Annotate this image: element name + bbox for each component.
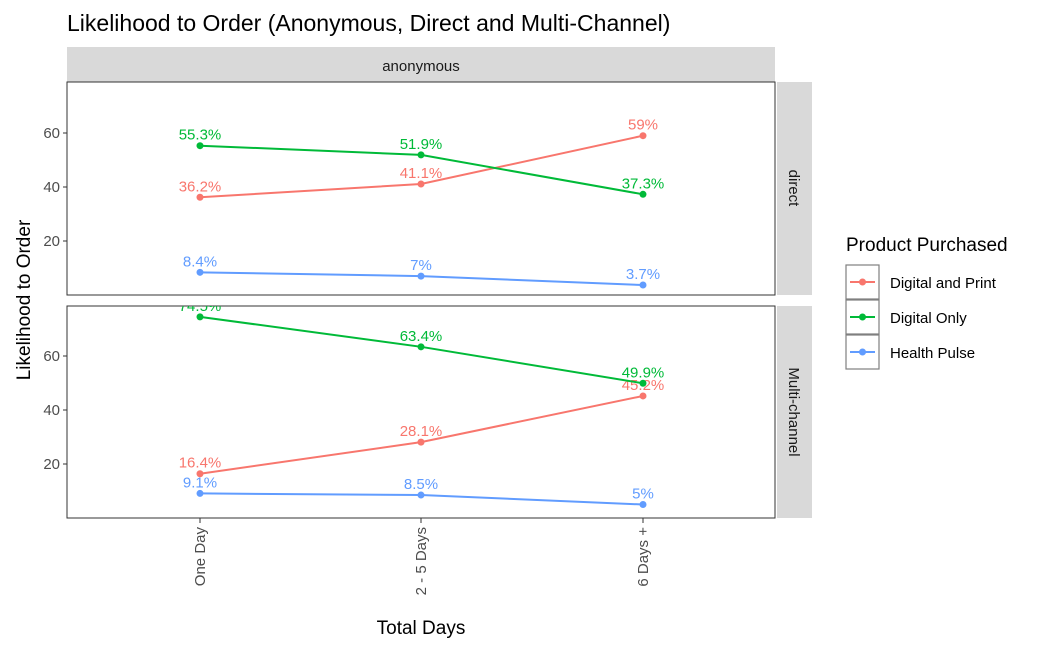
data-label-digital-only: 37.3% xyxy=(622,175,665,192)
legend: Product Purchased Digital and PrintDigit… xyxy=(846,235,1008,369)
data-label-health-pulse: 8.4% xyxy=(183,253,217,270)
data-label-digital-only: 74.5% xyxy=(179,298,222,315)
y-tick-label: 20 xyxy=(43,233,60,250)
y-axis-direct: 60 40 20 xyxy=(43,125,67,250)
data-label-health-pulse: 9.1% xyxy=(183,474,217,491)
legend-key-point-digital-only xyxy=(859,314,866,321)
x-tick-label: 6 Days + xyxy=(635,527,652,587)
x-axis: One Day 2 - 5 Days 6 Days + xyxy=(192,518,652,595)
x-tick-label: One Day xyxy=(192,527,209,587)
legend-label-health-pulse: Health Pulse xyxy=(890,345,975,362)
data-label-digital-and-print: 41.1% xyxy=(400,165,443,182)
data-label-digital-and-print: 36.2% xyxy=(179,178,222,195)
y-tick-label: 60 xyxy=(43,125,60,142)
data-label-digital-and-print: 59% xyxy=(628,117,658,134)
legend-label-digital-and-print: Digital and Print xyxy=(890,275,997,292)
data-label-digital-and-print: 28.1% xyxy=(400,423,443,440)
facet-label-direct: direct xyxy=(785,170,802,208)
chart-title: Likelihood to Order (Anonymous, Direct a… xyxy=(67,10,670,36)
legend-label-digital-only: Digital Only xyxy=(890,310,967,327)
data-label-digital-only: 49.9% xyxy=(622,364,665,381)
legend-key-point-digital-and-print xyxy=(859,279,866,286)
legend-keys: Digital and Print Digital Only Health Puls… xyxy=(846,265,997,369)
y-tick-label: 40 xyxy=(43,402,60,419)
legend-key-point-health-pulse xyxy=(859,349,866,356)
data-label-digital-only: 55.3% xyxy=(179,127,222,144)
y-tick-label: 20 xyxy=(43,456,60,473)
data-label-health-pulse: 7% xyxy=(410,257,432,274)
facet-label-multichannel: Multi-channel xyxy=(785,367,802,456)
x-tick-label: 2 - 5 Days xyxy=(413,527,430,595)
data-label-health-pulse: 8.5% xyxy=(404,476,438,493)
data-label-digital-only: 51.9% xyxy=(400,136,443,153)
data-label-digital-and-print: 16.4% xyxy=(179,455,222,472)
y-tick-label: 40 xyxy=(43,179,60,196)
data-label-health-pulse: 5% xyxy=(632,486,654,503)
legend-title: Product Purchased xyxy=(846,235,1008,256)
data-label-digital-only: 63.4% xyxy=(400,328,443,345)
y-axis-multichannel: 60 40 20 xyxy=(43,348,67,473)
x-axis-title: Total Days xyxy=(377,618,466,639)
facet-label-anonymous: anonymous xyxy=(382,58,460,75)
data-label-health-pulse: 3.7% xyxy=(626,266,660,283)
y-axis-title: Likelihood to Order xyxy=(14,219,35,380)
y-tick-label: 60 xyxy=(43,348,60,365)
